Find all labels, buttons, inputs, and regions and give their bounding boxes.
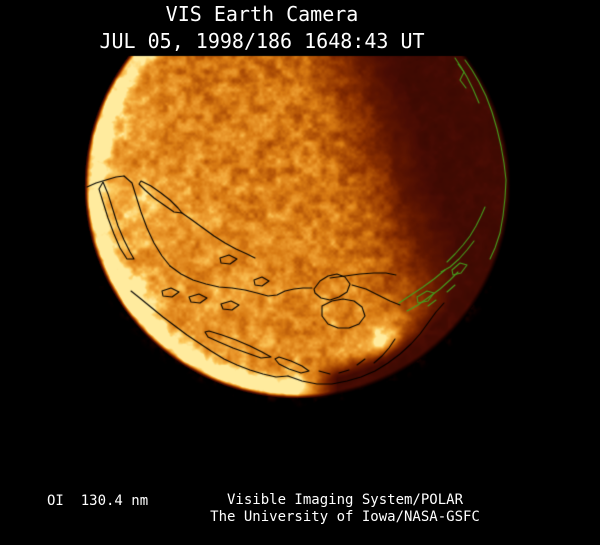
wavelength-label: OI 130.4 nm bbox=[47, 493, 149, 509]
instrument-credit: Visible Imaging System/POLAR bbox=[226, 492, 464, 508]
timestamp-label: JUL 05, 1998/186 1648:43 UT bbox=[99, 29, 425, 53]
page-title: VIS Earth Camera bbox=[165, 2, 359, 26]
institution-credit: The University of Iowa/NASA-GSFC bbox=[210, 509, 480, 525]
